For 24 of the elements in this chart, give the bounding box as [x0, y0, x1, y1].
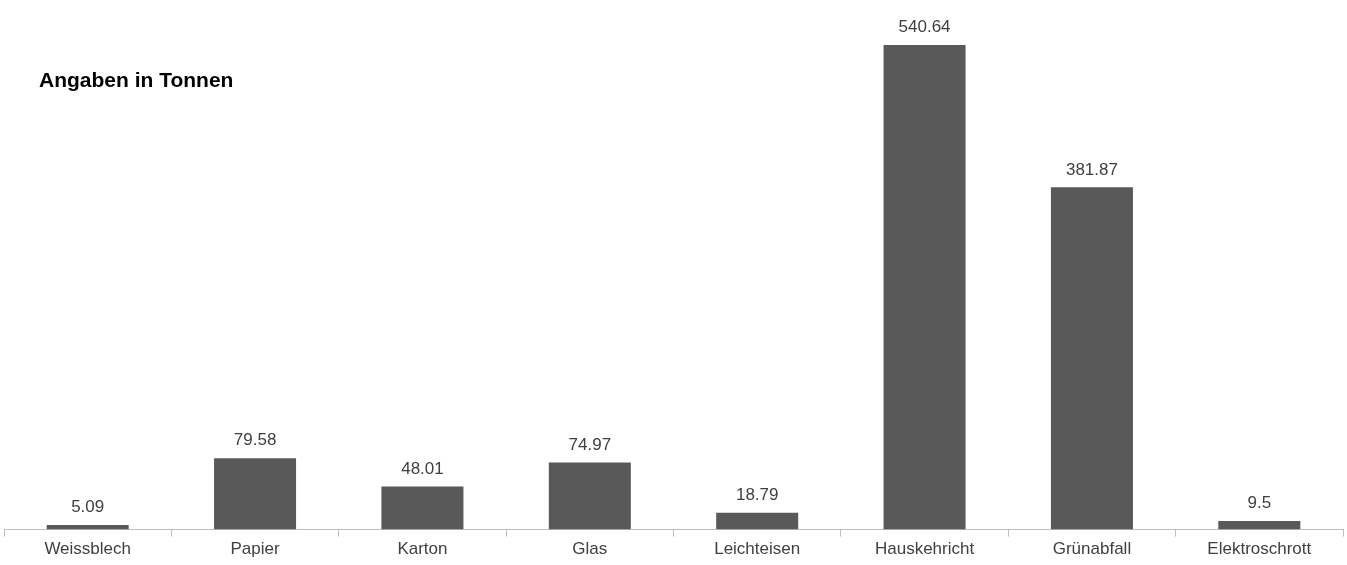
- x-tick-label: Papier: [230, 539, 280, 559]
- x-tick-label: Hauskehricht: [874, 539, 975, 559]
- data-label: 18.79: [735, 484, 779, 504]
- data-label: 48.01: [401, 458, 444, 478]
- x-tick-label: Karton: [397, 539, 448, 559]
- data-label: 9.5: [1247, 493, 1272, 513]
- bar: [883, 45, 966, 530]
- bar: [1218, 521, 1301, 530]
- text: Angaben in Tonnen: [39, 67, 234, 91]
- data-label: 540.64: [898, 17, 951, 37]
- bar: [214, 458, 297, 530]
- x-tick-label: Grünabfall: [1052, 539, 1132, 559]
- bar: [381, 486, 464, 530]
- x-tick-label: Leichteisen: [714, 539, 801, 559]
- bar: [716, 512, 799, 530]
- data-label: 79.58: [233, 430, 277, 450]
- x-tick-label: Elektroschrott: [1207, 539, 1312, 559]
- data-label: 74.97: [568, 434, 612, 454]
- bar: [548, 462, 631, 530]
- x-tick-label: Weissblech: [44, 539, 131, 559]
- x-tick-label: Glas: [572, 539, 608, 559]
- data-label: 5.09: [71, 497, 105, 517]
- bar: [1050, 187, 1133, 530]
- data-label: 381.87: [1065, 159, 1118, 179]
